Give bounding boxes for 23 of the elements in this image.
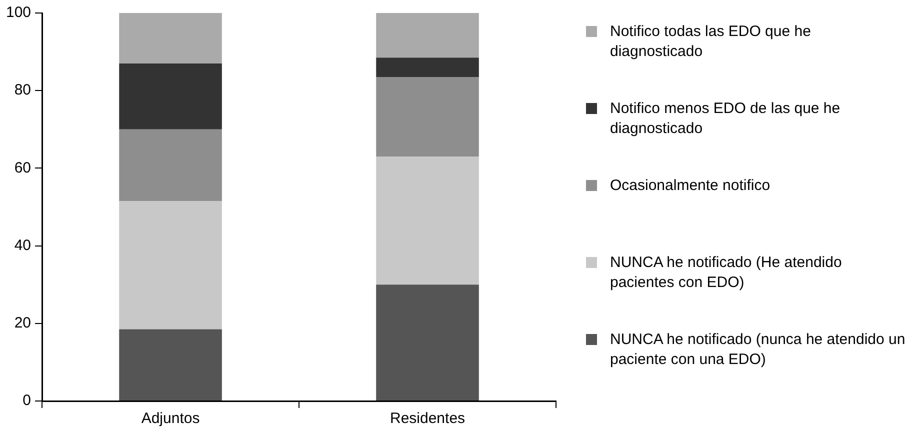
- legend-label: Notifico menos EDO de las que he diagnosticado: [610, 99, 842, 139]
- y-tick-label: 0: [22, 392, 32, 410]
- legend-label: Notifico todas las EDO que he diagnosticado: [610, 22, 812, 62]
- bar: [376, 58, 479, 78]
- y-tick-label: 100: [6, 4, 32, 22]
- bar: [119, 63, 222, 130]
- y-tick-label: 80: [14, 82, 32, 99]
- legend-label: Ocasionalmente notifico: [610, 176, 770, 196]
- y-tick-label: 60: [14, 159, 32, 176]
- y-tick-label: 20: [14, 314, 32, 332]
- bar: [119, 329, 222, 400]
- bar: [119, 13, 222, 64]
- x-tick-label: Adjuntos: [141, 410, 200, 428]
- bar: [376, 284, 479, 400]
- x-tick-label: Residentes: [390, 410, 466, 428]
- bar: [376, 77, 479, 157]
- legend-label: NUNCA he notificado (nunca he atendido un paciente con una EDO): [610, 330, 906, 370]
- y-tick-label: 40: [14, 236, 32, 254]
- legend-label: NUNCA he notificado (He atendido pacientes con EDO): [610, 253, 843, 293]
- bar: [376, 13, 479, 58]
- bar: [119, 129, 222, 202]
- bar: [119, 201, 222, 330]
- bar: [376, 156, 479, 285]
